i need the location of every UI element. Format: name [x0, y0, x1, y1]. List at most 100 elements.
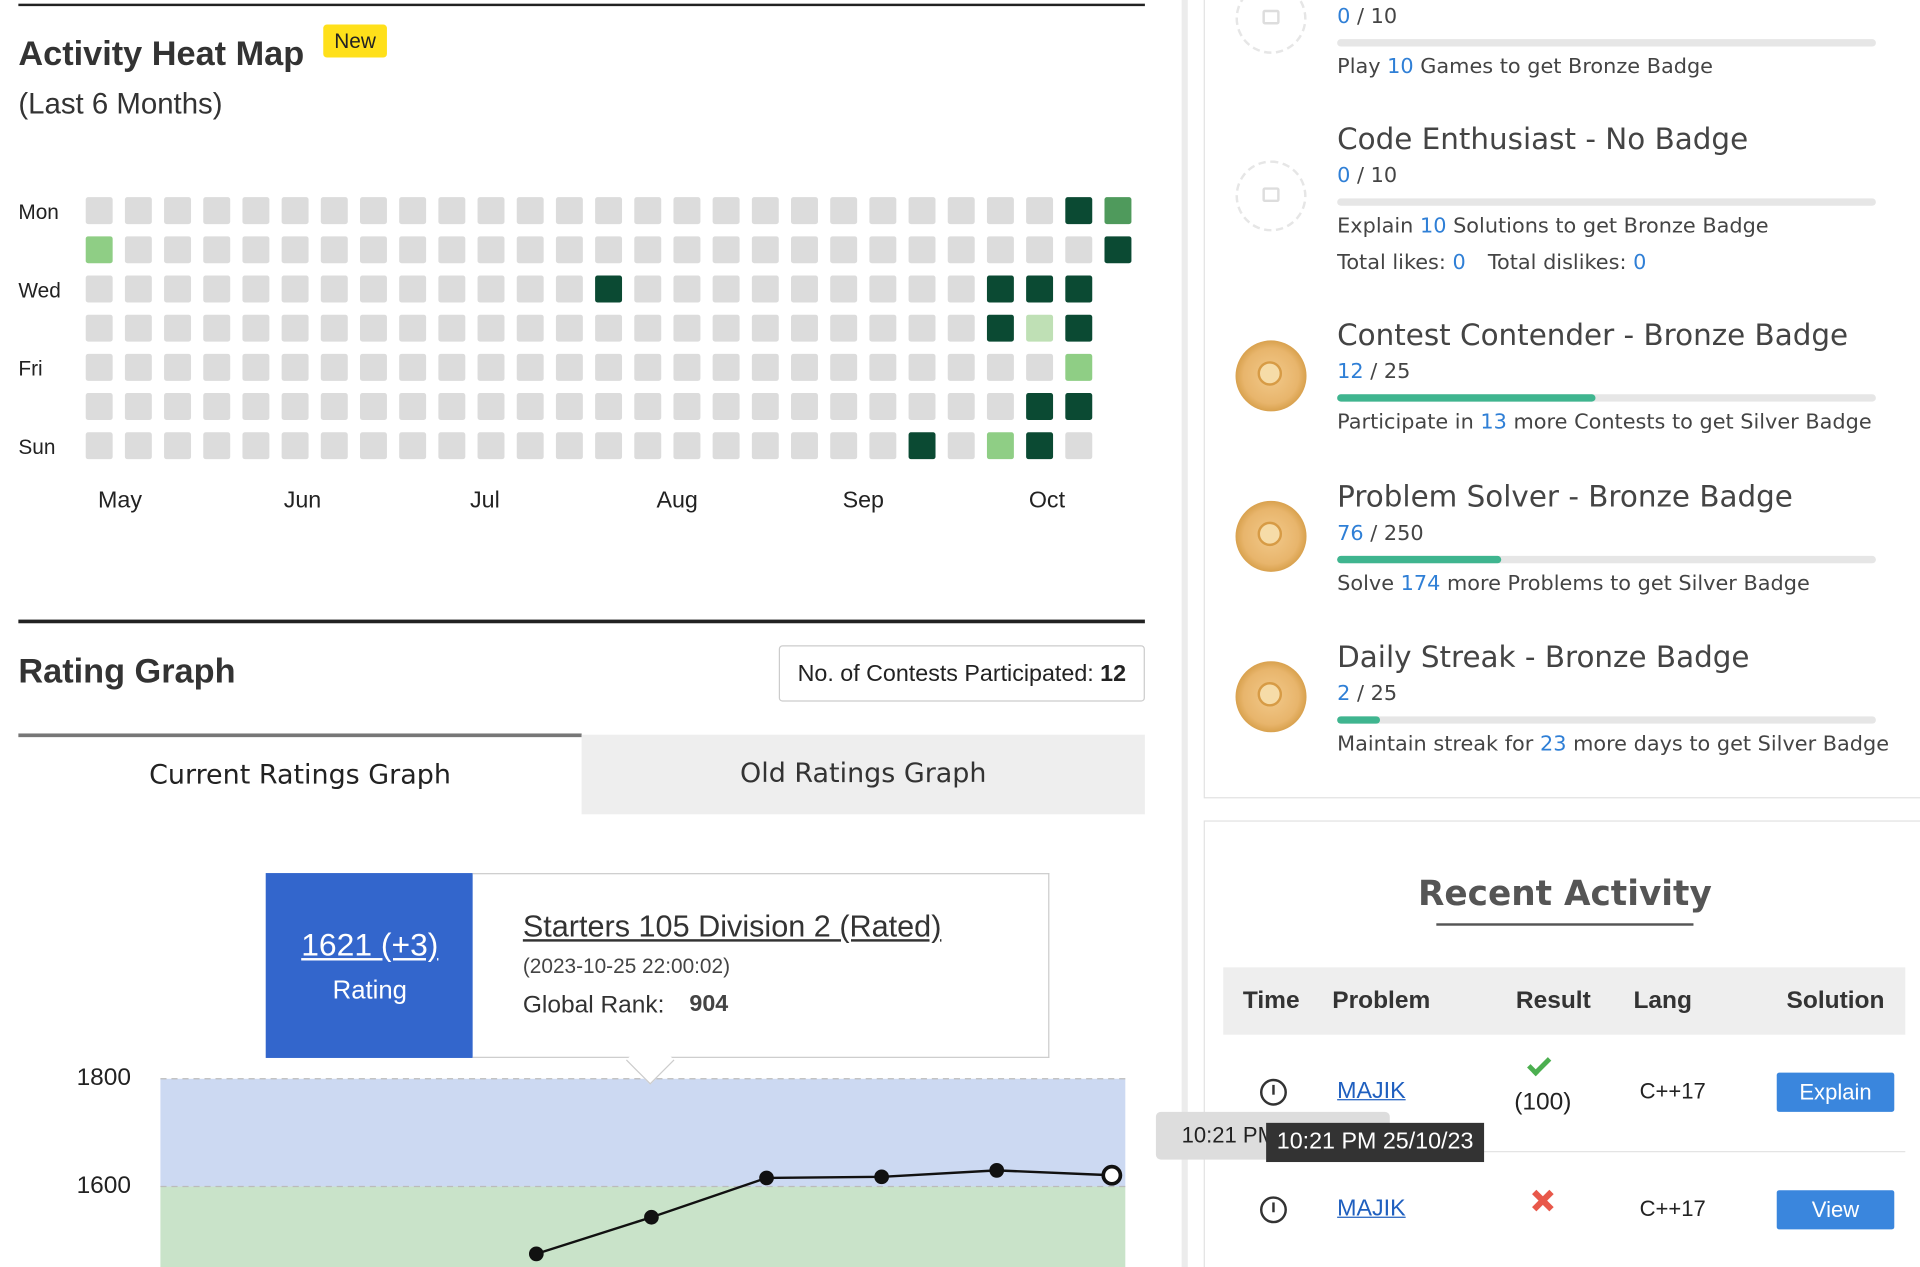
- heatmap-cell: [516, 393, 544, 421]
- table-header-cell: Result: [1515, 986, 1591, 1014]
- heatmap-cell: [1026, 236, 1054, 264]
- badge-emblem: [1257, 521, 1283, 547]
- problem-link[interactable]: MAJIK: [1337, 1195, 1406, 1222]
- heatmap-cell: [438, 236, 466, 264]
- tooltip-body: [472, 873, 1050, 1058]
- badge-progress: 76 / 250: [1337, 521, 1423, 546]
- solution-button[interactable]: Explain: [1776, 1072, 1895, 1112]
- rating-point: [644, 1209, 659, 1225]
- heatmap-cell: [751, 197, 779, 225]
- heatmap-cell: [869, 393, 897, 421]
- y-tick-label: 1600: [77, 1172, 131, 1199]
- desc-part: 13: [1480, 409, 1507, 435]
- heatmap-cell: [1065, 393, 1093, 421]
- heatmap-cell: [477, 275, 505, 303]
- heatmap-cell: [399, 197, 427, 225]
- heatmap-cell: [320, 353, 348, 381]
- heatmap-cell: [85, 432, 113, 460]
- heatmap-cell: [203, 432, 231, 460]
- table-header-cell: Time: [1242, 986, 1300, 1014]
- desc-part: 174: [1400, 571, 1441, 597]
- heatmap-cell: [830, 393, 858, 421]
- heatmap-cell: [320, 236, 348, 264]
- heatmap-cell: [712, 353, 740, 381]
- heatmap-cell: [986, 314, 1014, 342]
- rating-line: [535, 1169, 1112, 1256]
- heatmap-cell: [360, 353, 387, 381]
- top-rule: [18, 3, 1145, 7]
- heatmap-cell: [751, 432, 779, 460]
- tooltip-rating: [265, 873, 474, 1058]
- tab-old[interactable]: [581, 734, 1145, 815]
- badges-panel: [1203, 0, 1920, 799]
- progress-sep: /: [1357, 4, 1365, 30]
- heatmap-cell: [242, 393, 270, 421]
- heatmap-cell: [477, 353, 505, 381]
- heatmap-cell: [595, 432, 623, 460]
- heatmap-cell: [595, 236, 623, 264]
- problem-link[interactable]: MAJIK: [1337, 1078, 1406, 1105]
- heatmap-cell: [869, 314, 897, 342]
- heatmap-cell: [281, 197, 309, 225]
- heatmap-cell: [242, 432, 270, 460]
- heatmap-cell: [516, 314, 544, 342]
- heatmap-cell: [869, 197, 897, 225]
- heatmap-cell: [908, 275, 936, 303]
- heatmap-cell: [673, 393, 701, 421]
- tooltip-rank: 904: [689, 991, 729, 1018]
- heatmap-cell: [203, 197, 231, 225]
- heatmap-cell: [830, 353, 858, 381]
- heatmap-cell: [555, 197, 583, 225]
- table-header-cell: Problem: [1332, 986, 1431, 1014]
- rating-point: [759, 1170, 774, 1186]
- heatmap-cell: [124, 197, 152, 225]
- heatmap-cell: [516, 432, 544, 460]
- desc-part: Play: [1337, 54, 1381, 80]
- tooltip-rating-value: 1621 (+3): [301, 926, 439, 963]
- heatmap-cell: [595, 353, 623, 381]
- tooltip-contest[interactable]: Starters 105 Division 2 (Rated): [522, 909, 942, 945]
- heatmap-cell: [1065, 353, 1093, 381]
- heatmap-cell: [791, 314, 818, 342]
- progress-sep: /: [1370, 521, 1378, 546]
- badge-progress: 0 / 10: [1337, 164, 1397, 189]
- heatmap-cell: [516, 353, 544, 381]
- tab-current-label[interactable]: Current Ratings Graph: [149, 760, 451, 791]
- heatmap-cell: [438, 353, 466, 381]
- heatmap-cell: [947, 236, 975, 264]
- progress-value: 0: [1337, 4, 1351, 30]
- desc-part: Solve: [1337, 571, 1395, 597]
- heatmap-cell: [595, 314, 623, 342]
- progress-sep: /: [1357, 163, 1365, 189]
- badge-title: Code Enthusiast - No Badge: [1337, 121, 1749, 157]
- rating-band: [160, 1186, 1126, 1267]
- heatmap-cell: [242, 197, 270, 225]
- heatmap-cell: [673, 353, 701, 381]
- heatmap-cell: [634, 393, 662, 421]
- heatmap-cell: [634, 275, 662, 303]
- badge-progress: 0 / 10: [1337, 5, 1397, 30]
- heatmap-cell: [124, 236, 152, 264]
- heatmap-cell: [164, 197, 192, 225]
- tab-old-label[interactable]: Old Ratings Graph: [740, 758, 987, 790]
- heatmap-cell: [869, 236, 897, 264]
- solution-button[interactable]: View: [1776, 1190, 1895, 1230]
- table-header: [1223, 967, 1906, 1035]
- heatmap-cell: [908, 314, 936, 342]
- rating-point: [1101, 1164, 1123, 1186]
- heatmap-cell: [751, 275, 779, 303]
- heatmap-cell: [791, 432, 818, 460]
- heatmap-cell: [203, 314, 231, 342]
- heatmap-cell: [438, 393, 466, 421]
- heatmap-cell: [477, 197, 505, 225]
- tab-current[interactable]: [18, 733, 582, 815]
- heatmap-cell: [555, 236, 583, 264]
- heatmap-cell: [869, 432, 897, 460]
- day-label: Fri: [18, 357, 43, 381]
- heatmap-cell: [947, 197, 975, 225]
- heatmap-cell: [203, 353, 231, 381]
- progress-total: 10: [1370, 4, 1398, 30]
- heatmap-cell: [516, 236, 544, 264]
- tooltip-date: (2023-10-25 22:00:02): [522, 954, 731, 979]
- heatmap-cell: [947, 314, 975, 342]
